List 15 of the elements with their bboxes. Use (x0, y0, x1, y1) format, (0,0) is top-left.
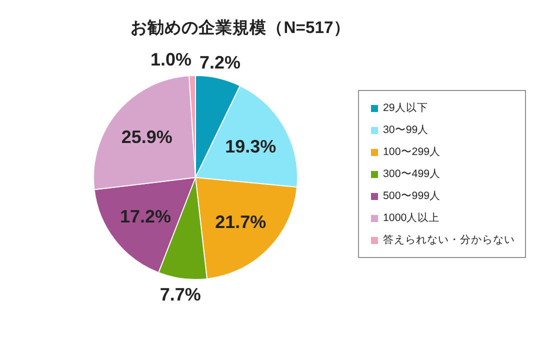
chart-title: お勧めの企業規模（N=517） (130, 18, 350, 37)
data-label: 17.2% (120, 206, 172, 226)
data-label: 1.0% (150, 50, 192, 70)
legend-label: 29人以下 (383, 101, 428, 115)
legend-label: 100〜299人 (383, 145, 441, 159)
data-label: 7.2% (200, 52, 241, 73)
legend-label: 500〜999人 (383, 189, 441, 203)
legend-label: 300〜499人 (383, 167, 441, 181)
legend-label: 1000人以上 (383, 211, 440, 225)
legend-label: 30〜99人 (383, 123, 429, 137)
data-label: 21.7% (215, 212, 266, 232)
data-label: 19.3% (225, 136, 276, 157)
data-label: 7.7% (160, 284, 201, 305)
data-label: 25.9% (121, 127, 172, 148)
legend-label: 答えられない・分からない (383, 233, 515, 247)
